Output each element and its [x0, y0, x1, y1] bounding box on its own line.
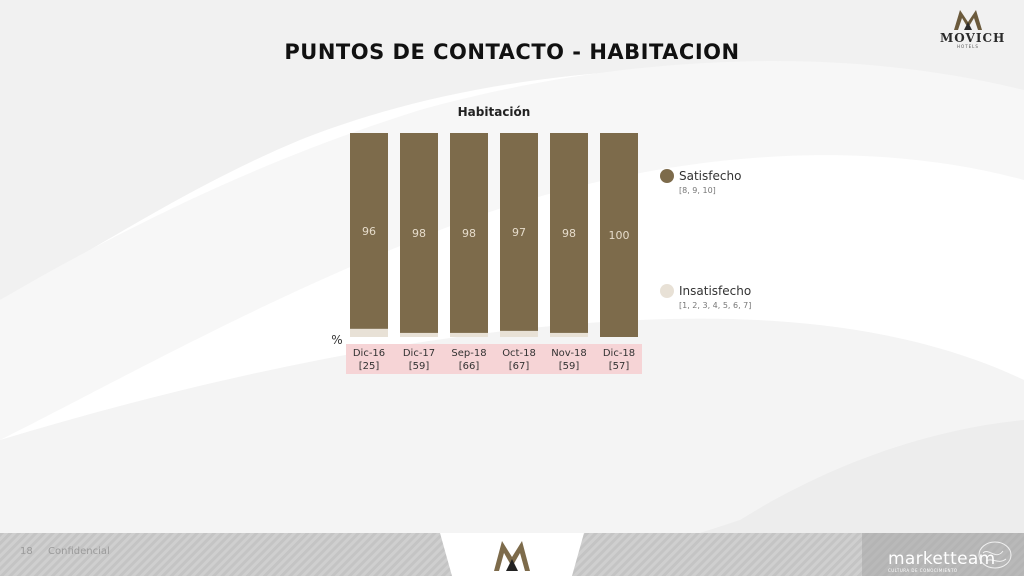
brain-icon — [978, 541, 1012, 569]
legend-swatch-satisfecho — [660, 169, 674, 183]
bar-insatisfecho — [550, 332, 588, 337]
category-base: [59] — [559, 361, 580, 372]
category-label: Dic-18 — [603, 348, 635, 359]
data-label-satisfecho: 100 — [609, 229, 630, 242]
category-base: [66] — [459, 361, 480, 372]
movich-logo: MOVICH HOTELS — [940, 6, 1006, 49]
data-label-satisfecho: 98 — [462, 227, 476, 240]
brand-name: MOVICH — [940, 31, 1006, 45]
legend-range-insatisfecho: [1, 2, 3, 4, 5, 6, 7] — [679, 301, 751, 310]
category-label: Sep-18 — [451, 348, 486, 359]
category-base: [59] — [409, 361, 430, 372]
bar-satisfecho — [550, 133, 588, 333]
data-label-satisfecho: 98 — [562, 227, 576, 240]
data-label-satisfecho: 96 — [362, 225, 376, 238]
legend-label-insatisfecho: Insatisfecho — [679, 284, 751, 298]
chart-title: Habitación — [458, 105, 531, 119]
bar-satisfecho — [350, 133, 388, 329]
bar-insatisfecho — [350, 328, 388, 337]
movich-emblem-icon — [954, 10, 982, 30]
confidential-label: Confidencial — [48, 546, 110, 557]
footer-brand-sub: CULTURA DE CONOCIMIENTO — [888, 568, 958, 573]
bar-satisfecho — [600, 133, 638, 337]
bar-insatisfecho — [400, 332, 438, 337]
footer-movich-emblem-icon — [494, 541, 530, 571]
bar-satisfecho — [500, 133, 538, 331]
legend-swatch-insatisfecho — [660, 284, 674, 298]
bar-satisfecho — [400, 133, 438, 333]
category-label: Dic-16 — [353, 348, 385, 359]
page-number: 18 — [20, 546, 33, 557]
category-base: [67] — [509, 361, 530, 372]
category-label: Nov-18 — [551, 348, 587, 359]
category-label-band — [346, 344, 642, 374]
category-label: Dic-17 — [403, 348, 435, 359]
data-label-satisfecho: 98 — [412, 227, 426, 240]
brand-sub: HOTELS — [957, 44, 979, 49]
data-label-satisfecho: 97 — [512, 226, 526, 239]
bar-insatisfecho — [500, 330, 538, 337]
percent-axis-label: % — [331, 333, 342, 347]
page-title: PUNTOS DE CONTACTO - HABITACION — [284, 40, 740, 64]
category-base: [25] — [359, 361, 380, 372]
footer-brand: marketteam — [888, 549, 996, 569]
bar-insatisfecho — [450, 332, 488, 337]
category-label: Oct-18 — [502, 348, 536, 359]
category-base: [57] — [609, 361, 630, 372]
legend-label-satisfecho: Satisfecho — [679, 169, 741, 183]
legend-range-satisfecho: [8, 9, 10] — [679, 186, 716, 195]
bar-satisfecho — [450, 133, 488, 333]
footer-bar — [0, 533, 1024, 576]
